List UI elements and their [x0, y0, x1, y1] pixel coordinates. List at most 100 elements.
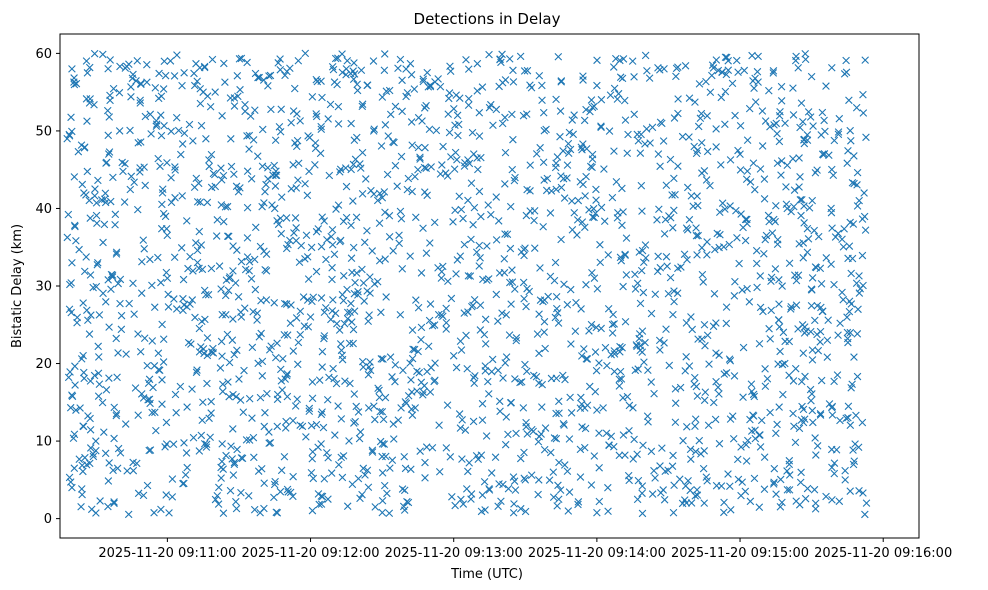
detection-point [502, 353, 511, 361]
detection-point [104, 64, 112, 73]
detection-point [245, 436, 254, 444]
detection-point [439, 312, 447, 321]
detection-point [399, 366, 407, 375]
detection-point [131, 384, 140, 392]
detection-point [227, 162, 236, 171]
detection-point [94, 369, 103, 378]
detection-point [799, 349, 808, 357]
detection-point [217, 201, 226, 209]
detection-point [276, 55, 284, 63]
detection-point [597, 324, 605, 333]
detection-point [475, 187, 484, 196]
detection-point [412, 296, 420, 304]
detection-point [371, 503, 380, 511]
detection-point [678, 132, 687, 141]
detection-point [712, 56, 721, 64]
detection-point [820, 116, 828, 125]
detection-point [419, 224, 427, 233]
detection-point [743, 284, 751, 293]
detection-point [588, 268, 596, 277]
detection-point [506, 202, 515, 211]
detection-point [327, 232, 335, 241]
detection-point [397, 152, 406, 161]
detection-point [457, 205, 466, 214]
detection-point [258, 125, 267, 134]
detection-point [408, 354, 417, 363]
detection-point [551, 313, 560, 322]
detection-point [102, 159, 110, 167]
detection-point [583, 401, 592, 410]
detection-point [666, 155, 675, 164]
detection-point [482, 432, 491, 440]
detection-point [148, 408, 156, 417]
detection-point [78, 490, 86, 499]
detection-point [162, 224, 171, 233]
detection-point [538, 403, 546, 411]
detection-point [618, 343, 626, 352]
detection-point [670, 297, 678, 306]
detection-point [511, 375, 519, 383]
detection-point [375, 393, 384, 402]
detection-point [738, 286, 746, 294]
detection-point [760, 195, 769, 203]
detection-point [331, 309, 340, 318]
detection-point [481, 340, 490, 348]
detection-point [354, 474, 363, 483]
detection-point [86, 444, 95, 452]
detection-point [809, 122, 817, 130]
detection-point [638, 207, 646, 215]
detection-point [381, 393, 390, 402]
detection-point [547, 374, 556, 383]
detection-point [299, 293, 308, 301]
detection-point [776, 475, 785, 484]
detection-point [807, 396, 815, 405]
detection-point [495, 82, 503, 91]
detection-point [859, 90, 867, 99]
detection-point [265, 428, 273, 436]
detection-point [460, 162, 469, 170]
detection-point [494, 317, 502, 325]
detection-point [333, 80, 341, 89]
detection-point [592, 196, 600, 204]
detection-point [239, 408, 248, 416]
detection-point [512, 429, 520, 438]
detection-point [808, 356, 817, 364]
detection-point [360, 297, 369, 305]
detection-point [195, 447, 204, 455]
detection-point [303, 191, 312, 200]
detection-point [687, 455, 695, 463]
detection-point [822, 82, 830, 90]
detection-point [234, 187, 243, 196]
detection-point [522, 302, 530, 311]
detection-point [110, 434, 118, 443]
detection-point [535, 349, 543, 358]
detection-point [622, 271, 631, 279]
detection-point [801, 372, 809, 381]
detection-point [725, 355, 734, 363]
detection-point [337, 346, 346, 355]
detection-point [243, 167, 252, 175]
detection-point [522, 211, 531, 220]
detection-point [463, 364, 472, 373]
detection-point [446, 62, 454, 71]
detection-point [80, 267, 89, 276]
detection-point [610, 147, 618, 155]
detection-point [195, 324, 204, 333]
detection-point [619, 394, 627, 402]
detection-point [478, 491, 487, 499]
detection-point [579, 180, 587, 189]
detection-point [419, 388, 428, 396]
detection-point [181, 471, 190, 479]
detection-point [701, 388, 710, 396]
detection-point [422, 101, 430, 110]
detection-point [693, 146, 702, 155]
detection-point [836, 319, 844, 328]
detection-point [844, 413, 852, 422]
detection-point [152, 426, 160, 435]
detection-point [219, 171, 228, 180]
detection-point [751, 98, 760, 106]
detection-point [68, 483, 76, 492]
detection-point [450, 165, 459, 173]
detection-point [428, 321, 437, 330]
detection-point [792, 497, 800, 505]
